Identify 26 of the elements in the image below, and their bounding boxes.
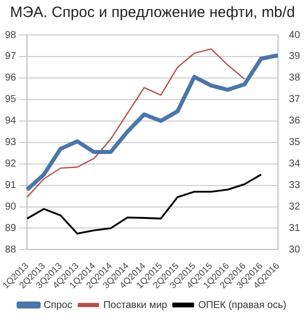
y2-tick-label: 37 bbox=[288, 94, 300, 106]
y-tick-label: 88 bbox=[5, 244, 17, 256]
y2-tick-label: 31 bbox=[288, 222, 300, 234]
y2-tick-label: 32 bbox=[288, 202, 300, 213]
legend-label: Спрос bbox=[44, 300, 72, 311]
y-tick-label: 98 bbox=[5, 30, 17, 41]
y-tick-label: 89 bbox=[5, 222, 17, 234]
legend-label: Поставки мир bbox=[103, 300, 168, 311]
y2-tick-label: 30 bbox=[288, 244, 300, 256]
y-tick-label: 93 bbox=[5, 137, 17, 148]
y-tick-label: 96 bbox=[5, 72, 17, 84]
y-tick-label: 92 bbox=[5, 158, 17, 170]
y-tick-label: 94 bbox=[5, 116, 17, 127]
chart-title: МЭА. Спрос и предложение нефти, mb/d bbox=[9, 3, 296, 23]
y2-tick-label: 38 bbox=[288, 72, 300, 84]
y2-tick-label: 40 bbox=[288, 30, 300, 41]
y2-tick-label: 34 bbox=[288, 158, 300, 170]
y2-tick-label: 35 bbox=[288, 137, 300, 148]
y-tick-label: 97 bbox=[5, 51, 17, 62]
y-tick-label: 95 bbox=[5, 94, 17, 106]
y2-tick-label: 39 bbox=[288, 51, 300, 62]
y2-tick-label: 33 bbox=[288, 180, 300, 192]
legend-label: ОПЕК (правая ось) bbox=[198, 300, 286, 311]
y2-tick-label: 36 bbox=[288, 116, 300, 127]
y-tick-label: 90 bbox=[5, 202, 17, 213]
y-tick-label: 91 bbox=[5, 180, 17, 192]
